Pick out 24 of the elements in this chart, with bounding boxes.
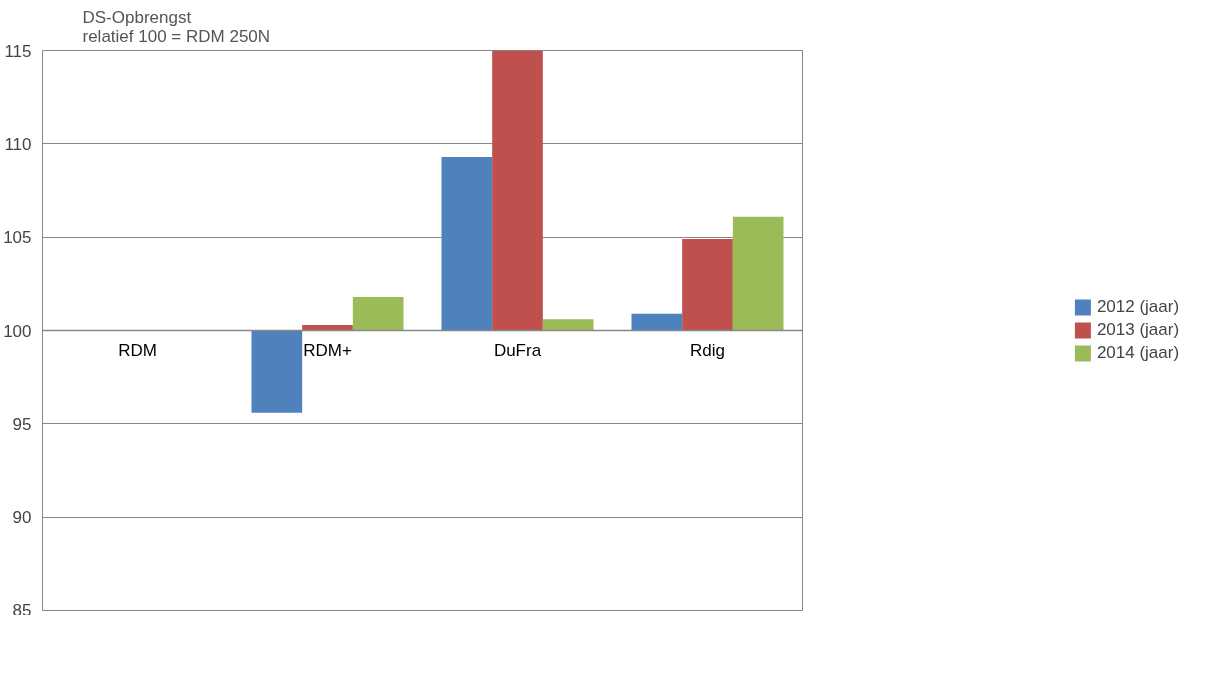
y-tick-label: 90 <box>12 508 32 528</box>
bar <box>302 324 353 331</box>
x-tick-label: DuFra <box>493 340 542 360</box>
bar <box>542 319 594 331</box>
bar <box>352 296 404 331</box>
legend-label: 2012 (jaar) <box>1096 297 1180 317</box>
x-tick-label: RDM+ <box>303 340 352 360</box>
legend-label: 2013 (jaar) <box>1096 320 1180 340</box>
y-tick-label: 115 <box>4 41 32 61</box>
y-axis-title: DS-Opbrengst relatief 100 = RDM 250N <box>82 7 271 46</box>
bar <box>631 313 683 331</box>
y-tick-label: 85 <box>12 600 32 620</box>
bar <box>732 216 784 331</box>
y-tick-label: 105 <box>3 228 32 248</box>
bar <box>492 50 543 331</box>
bar <box>441 156 493 331</box>
y-tick-label: 95 <box>12 414 32 434</box>
bar <box>251 330 303 413</box>
y-tick-label: 100 <box>3 321 32 341</box>
x-tick-label: RDM <box>118 340 157 360</box>
x-tick-label: Rdig <box>690 340 725 360</box>
bar <box>682 239 733 331</box>
legend-label: 2014 (jaar) <box>1096 343 1180 363</box>
y-tick-label: 110 <box>4 134 32 154</box>
